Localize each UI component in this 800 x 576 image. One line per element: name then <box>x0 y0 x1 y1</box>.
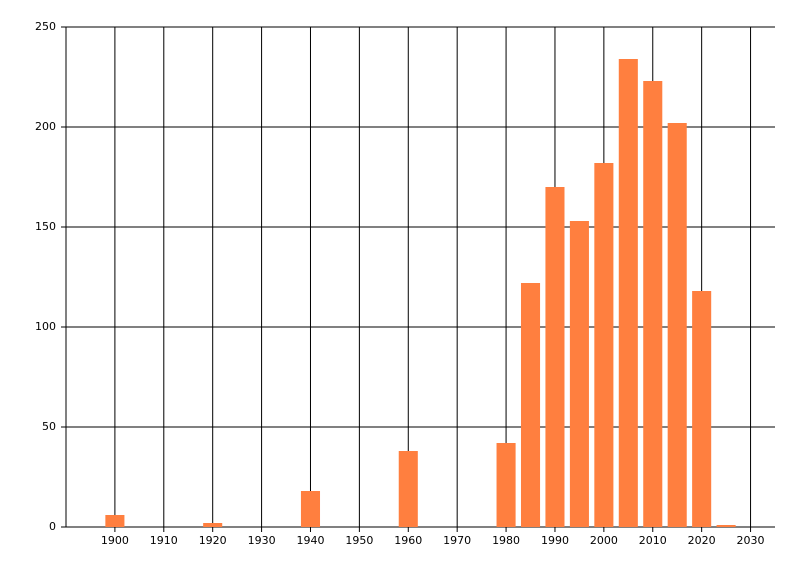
bar <box>203 523 223 527</box>
x-tick-label: 1960 <box>394 534 422 547</box>
bar <box>667 123 687 527</box>
bar <box>569 221 589 527</box>
x-tick-label: 2000 <box>590 534 618 547</box>
bar <box>594 163 614 527</box>
x-tick-label: 2010 <box>639 534 667 547</box>
bar <box>398 451 418 527</box>
x-tick-label: 1990 <box>541 534 569 547</box>
x-tick-label: 1950 <box>345 534 373 547</box>
x-tick-label: 1940 <box>296 534 324 547</box>
y-tick-label: 50 <box>42 420 56 433</box>
bar <box>692 291 712 527</box>
bar <box>643 81 663 527</box>
bar <box>545 187 565 527</box>
y-tick-label: 0 <box>49 520 56 533</box>
x-tick-label: 2020 <box>688 534 716 547</box>
y-tick-label: 100 <box>35 320 56 333</box>
bar <box>300 491 321 527</box>
x-tick-label: 1970 <box>443 534 471 547</box>
y-tick-label: 200 <box>35 120 56 133</box>
bar <box>105 515 125 527</box>
y-tick-label: 250 <box>35 20 56 33</box>
x-tick-label: 1920 <box>199 534 227 547</box>
x-tick-label: 1930 <box>248 534 276 547</box>
bar <box>618 59 638 527</box>
x-tick-label: 1910 <box>150 534 178 547</box>
y-tick-label: 150 <box>35 220 56 233</box>
x-tick-label: 1980 <box>492 534 520 547</box>
bar <box>716 525 736 527</box>
bar <box>496 443 516 527</box>
bar <box>520 283 541 527</box>
x-tick-label: 1900 <box>101 534 129 547</box>
x-tick-label: 2030 <box>737 534 765 547</box>
